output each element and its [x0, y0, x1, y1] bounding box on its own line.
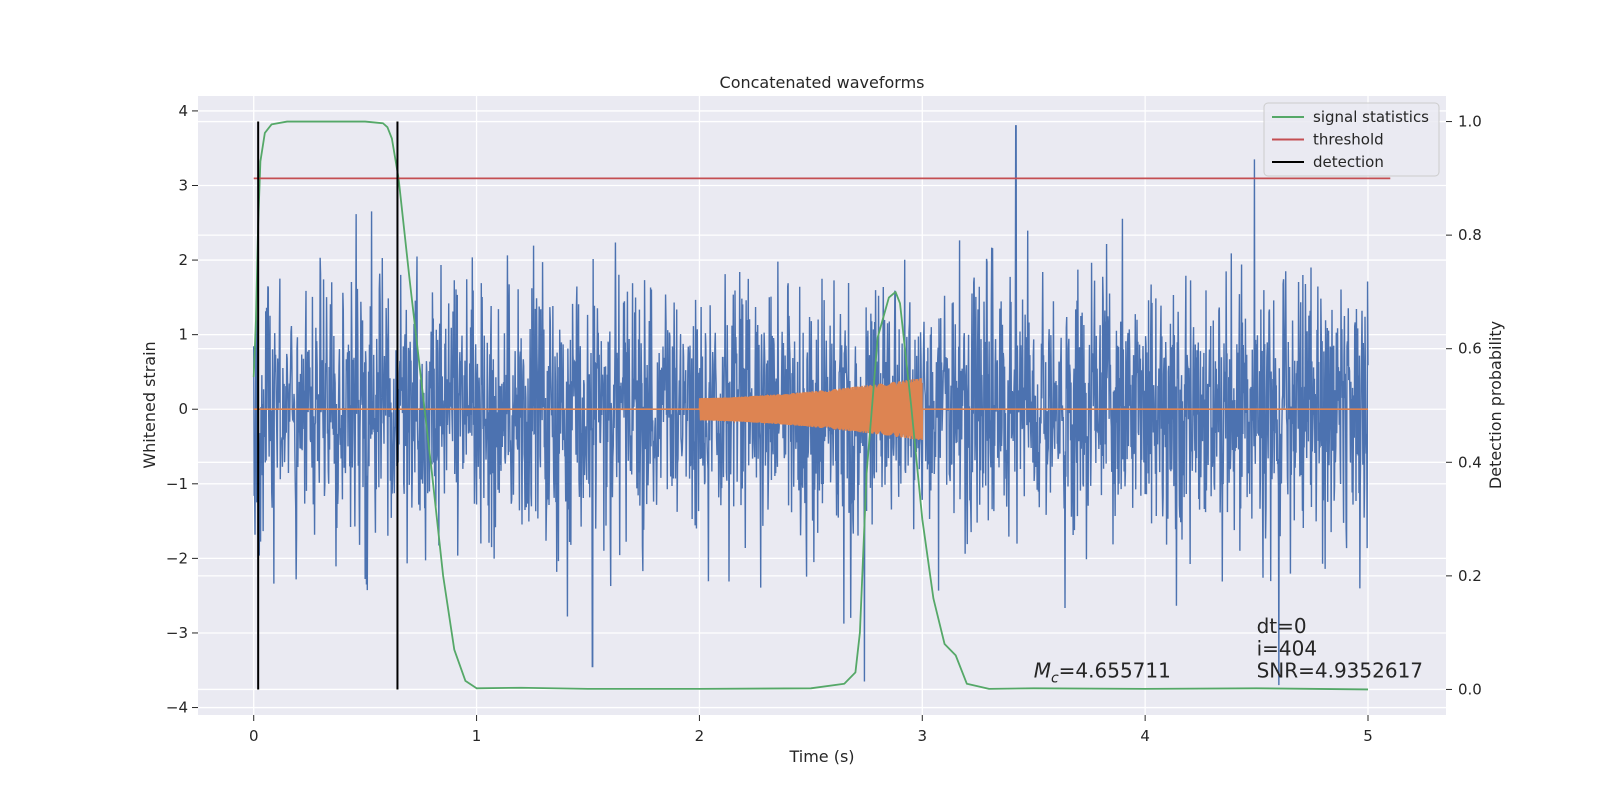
x-tick-label: 1: [472, 727, 482, 745]
x-tick-label: 5: [1363, 727, 1373, 745]
annotation-text: dt=0: [1257, 614, 1307, 638]
y-left-tick-label: −2: [166, 549, 188, 567]
y-left-tick-label: 4: [178, 102, 188, 120]
annotations: dt=0i=404 Mc=4.655711 SNR=4.9352617: [1034, 614, 1423, 687]
y-left-tick-label: −1: [166, 475, 188, 493]
y-left-tick-label: −3: [166, 624, 188, 642]
legend-box: [1263, 102, 1440, 177]
x-tick-label: 3: [918, 727, 928, 745]
legend-label: signal statistics: [1313, 108, 1429, 126]
annotation-text: SNR=4.9352617: [1257, 659, 1423, 683]
y-left-tick-label: 1: [178, 326, 188, 344]
y-right-tick-label: 0.0: [1458, 680, 1482, 698]
y-right-tick-label: 0.8: [1458, 226, 1482, 244]
noise-series-line: [253, 125, 1369, 686]
y-left-tick-label: 0: [178, 400, 188, 418]
y-left-tick-label: 2: [178, 251, 188, 269]
y-axis-label-left: Whitened strain: [140, 341, 159, 468]
x-tick-label: 4: [1140, 727, 1150, 745]
x-tick-label: 2: [695, 727, 705, 745]
y-left-tick-label: −4: [166, 699, 188, 717]
annotation-text: i=404: [1257, 636, 1318, 660]
y-right-tick-label: 0.2: [1458, 567, 1482, 585]
y-left-tick-label: 3: [178, 176, 188, 194]
y-right-tick-label: 0.4: [1458, 453, 1482, 471]
legend-label: threshold: [1313, 131, 1384, 149]
x-tick-label: 0: [249, 727, 259, 745]
legend: signal statistics threshold detection: [1263, 102, 1440, 177]
y-right-tick-label: 0.6: [1458, 340, 1482, 358]
y-right-tick-label: 1.0: [1458, 113, 1482, 131]
chart-title: Concatenated waveforms: [720, 73, 925, 92]
plot-area: [252, 120, 1391, 691]
annotation-text: Mc=4.655711: [1034, 659, 1171, 687]
y-axis-label-right: Detection probability: [1486, 321, 1505, 489]
chirp-series-line: [253, 378, 1368, 440]
x-axis-label: Time (s): [788, 747, 854, 766]
signal-statistics-line: [252, 120, 1369, 691]
axes: 0 1 2 3 4 5 4 3 2 1 0 −1 −2 −3 −4 1.0 0.8 0.6 0.4 0.2 0.0: [166, 102, 1482, 745]
legend-label: detection: [1313, 153, 1384, 171]
